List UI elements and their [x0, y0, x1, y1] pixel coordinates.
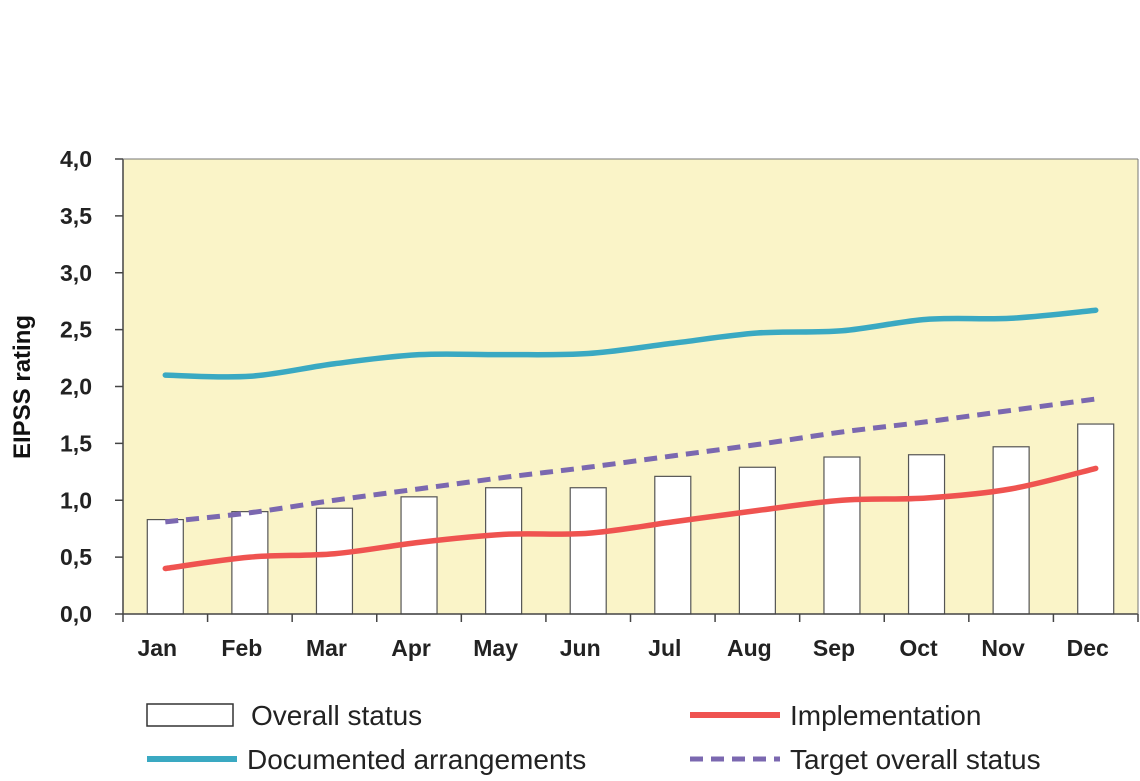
y-axis-title: EIPSS rating [9, 315, 36, 459]
x-tick-label: Feb [221, 635, 262, 661]
bar-apr [400, 496, 438, 615]
line-implementation [162, 465, 1099, 572]
x-tick-labels: Jan Feb Mar Apr May Jun Jul Aug Sep Oct Nov Dec [137, 635, 1109, 661]
y-tick-label: 1,0 [60, 487, 92, 513]
legend-swatch-overall-status [146, 703, 234, 727]
axes-group [115, 158, 1139, 622]
bar-dec [1077, 423, 1115, 615]
plot-background [123, 159, 1138, 614]
legend-label-overall-status: Overall status [251, 700, 422, 731]
bar-jul [654, 475, 692, 615]
bar-feb [231, 511, 269, 615]
y-tick-label: 2,5 [60, 317, 92, 343]
bar-nov [992, 446, 1030, 615]
x-tick-label: Aug [727, 635, 772, 661]
bar-jun [569, 487, 607, 615]
x-tick-label: Nov [981, 635, 1025, 661]
legend-label-documented-arrangements: Documented arrangements [247, 744, 586, 775]
legend-label-target-overall-status: Target overall status [790, 744, 1041, 775]
y-tick-label: 4,0 [60, 146, 92, 172]
y-tick-label: 3,0 [60, 260, 92, 286]
x-tick-label: Sep [813, 635, 855, 661]
bar-aug [738, 466, 776, 615]
x-tick-label: Jan [137, 635, 177, 661]
legend-label-implementation: Implementation [790, 700, 981, 731]
x-tick-label: Apr [391, 635, 431, 661]
y-tick-label: 1,5 [60, 430, 92, 456]
bar-oct [907, 454, 946, 615]
y-tick-label: 3,5 [60, 203, 92, 229]
line-target-overall-status [165, 396, 1097, 525]
bar-sep [823, 456, 861, 615]
bar-mar [315, 507, 354, 615]
line-documented-arrangements [162, 307, 1099, 380]
bars-group [146, 423, 1115, 615]
y-tick-label: 2,0 [60, 374, 92, 400]
x-tick-label: May [473, 635, 518, 661]
bar-may [485, 487, 523, 615]
x-tick-label: Jun [560, 635, 601, 661]
lines-group [162, 307, 1099, 572]
legend: Overall status Implementation Documented a… [146, 700, 1041, 775]
x-tick-label: Jul [648, 635, 681, 661]
x-tick-label: Mar [306, 635, 347, 661]
y-tick-label: 0,0 [60, 601, 92, 627]
x-tick-label: Oct [899, 635, 938, 661]
y-tick-label: 0,5 [60, 544, 92, 570]
y-tick-labels: 0,0 0,5 1,0 1,5 2,0 2,5 3,0 3,5 4,0 [60, 146, 92, 627]
x-tick-label: Dec [1067, 635, 1109, 661]
